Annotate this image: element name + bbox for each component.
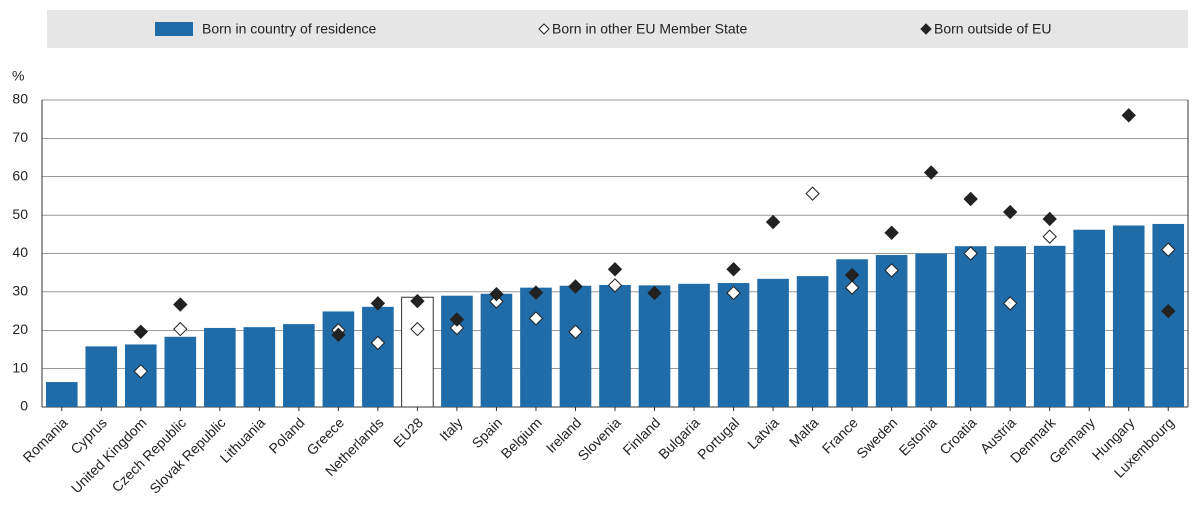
y-tick-label: 10 [12,359,28,375]
diamond-marker [1161,303,1176,319]
diamond-marker [1002,204,1018,220]
legend-swatch [920,23,932,35]
diamond-marker [765,214,781,230]
diamond-marker [528,285,544,300]
diamond-marker [410,321,425,337]
legend-swatch [155,22,193,36]
diamond-marker [963,246,978,261]
bar [599,284,631,407]
diamond-marker [173,297,188,312]
diamond-marker [528,311,544,326]
y-tick-label: 70 [12,129,28,145]
x-tick-label: Sweden [853,414,900,461]
diamond-marker [133,324,149,339]
y-tick-label: 30 [12,283,28,299]
y-tick-label: 50 [12,206,28,222]
x-tick-label: Spain [469,414,506,451]
bar [757,278,789,407]
diamond-marker [173,321,188,337]
diamond-marker [568,279,583,294]
legend-label: Born in country of residence [202,21,377,37]
y-tick-label: 40 [12,244,28,260]
diamond-marker [1161,242,1176,257]
bar [1033,245,1066,407]
bar [283,324,315,407]
diamond-marker [844,280,860,295]
bar [638,285,671,407]
bar [480,293,513,407]
diamond-marker [884,263,899,278]
bar [85,346,118,407]
diamond-marker [805,186,820,201]
bar [204,327,236,407]
x-tick-label: Romania [20,414,71,465]
legend-swatch [538,23,550,35]
diamond-marker [133,364,149,379]
diamond-marker [726,262,741,277]
legend-label: Born in other EU Member State [552,21,748,37]
bar [875,255,908,407]
x-tick-label: Italy [436,414,465,443]
bar [243,327,276,407]
bar [994,246,1026,407]
x-tick-label: Bulgaria [655,414,703,462]
diamond-marker [489,294,504,309]
bar [1073,229,1106,407]
bar [520,287,552,407]
diamond-marker [844,267,860,283]
diamond-marker [963,191,978,207]
diamond-marker [370,335,386,351]
bar [954,246,987,407]
diamond-marker [1042,211,1057,227]
x-tick-label: Latvia [744,414,782,452]
bar [45,382,78,407]
diamond-marker [370,296,386,311]
x-tick-label: Malta [786,414,822,450]
x-tick-label: Estonia [896,414,940,458]
x-tick-label: Croatia [936,414,979,457]
diamond-marker [923,165,939,180]
diamond-marker [449,320,465,336]
y-tick-label: 60 [12,167,28,183]
x-tick-label: EU28 [390,414,426,450]
legend-label: Born outside of EU [934,21,1052,37]
diamond-marker [884,225,899,240]
x-tick-label: Belgium [498,414,545,461]
bar [678,283,710,407]
y-tick-label: 20 [12,321,28,337]
bar [401,296,434,408]
diamond-marker [647,285,662,301]
diamond-marker [489,286,504,302]
diamond-marker [1042,229,1057,244]
diamond-marker [607,262,623,277]
diamond-marker [410,293,425,309]
bar [717,283,750,407]
x-tick-label: Slovenia [574,414,623,463]
x-tick-label: Poland [265,414,307,456]
diamond-marker [568,324,583,339]
diamond-marker [331,327,346,343]
bar [796,276,829,407]
bar [915,253,947,407]
diamond-marker [1121,108,1136,123]
y-tick-label: 0 [20,398,28,414]
bar [559,285,592,407]
legend-box [47,10,1188,48]
bar [1112,225,1145,407]
bar [362,306,394,407]
y-axis-label: % [12,68,24,84]
bar [164,336,197,407]
diamond-marker [1002,296,1018,311]
diamond-marker [449,312,465,327]
diamond-marker [607,278,623,293]
y-tick-label: 80 [12,91,28,107]
x-tick-label: Portugal [694,414,742,462]
diamond-marker [726,285,741,301]
